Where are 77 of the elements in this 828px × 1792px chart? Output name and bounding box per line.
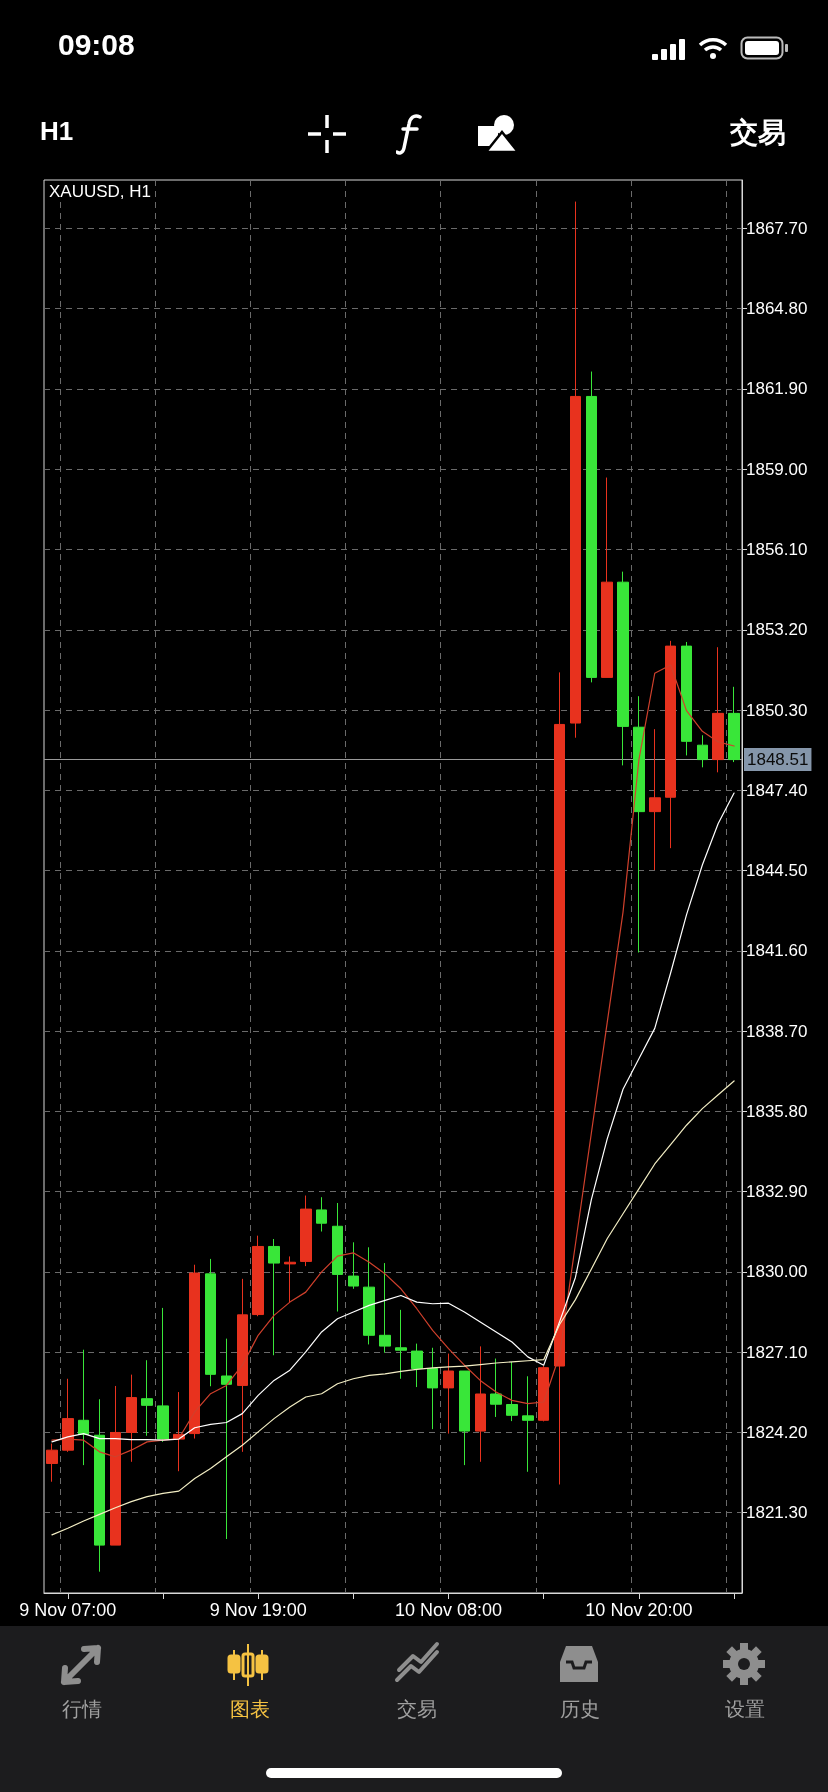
candlestick — [268, 1238, 280, 1356]
candlestick — [443, 1353, 454, 1435]
y-tick-label: 1850.30 — [746, 700, 808, 720]
candlestick — [94, 1398, 105, 1573]
x-tick-label: 10 Nov 08:00 — [394, 1600, 503, 1620]
candlestick — [395, 1309, 407, 1380]
text: H1 — [40, 116, 74, 147]
text: 交易 — [396, 1697, 438, 1722]
y-tick-label: 1847.40 — [746, 780, 808, 800]
line-series — [51, 664, 735, 1458]
candlestick — [141, 1359, 153, 1437]
candlestick — [475, 1345, 486, 1463]
candlestick — [490, 1358, 502, 1418]
candlestick — [506, 1361, 518, 1422]
candlestick — [459, 1370, 470, 1466]
candlestick — [300, 1195, 312, 1267]
candlestick — [554, 671, 565, 1485]
candlestick — [284, 1255, 296, 1303]
candlestick — [78, 1349, 89, 1466]
text: 设置 — [724, 1697, 766, 1722]
candlestick — [316, 1196, 327, 1233]
candlestick — [157, 1307, 169, 1443]
candlestick — [221, 1338, 232, 1540]
candlestick — [126, 1374, 137, 1463]
y-tick-label: 1835.80 — [746, 1101, 808, 1121]
candlestick — [728, 686, 740, 763]
y-tick-label: 1867.70 — [746, 218, 808, 238]
candlestick — [633, 695, 645, 954]
candlestick — [665, 640, 676, 849]
candlestick — [332, 1202, 343, 1313]
candlestick — [538, 1365, 549, 1422]
candlestick — [601, 477, 613, 678]
candlestick — [110, 1385, 121, 1546]
y-tick-label: 1827.10 — [746, 1342, 808, 1362]
candlestick — [363, 1246, 375, 1345]
candlestick — [379, 1262, 391, 1354]
candlestick — [617, 571, 629, 766]
ref-line-label: 1848.51 — [747, 750, 809, 770]
candlestick — [411, 1343, 423, 1388]
y-tick-label: 1861.90 — [746, 379, 808, 399]
y-tick-label: 1853.20 — [746, 620, 808, 640]
candlestick — [205, 1258, 216, 1387]
candlestick — [189, 1264, 200, 1440]
y-tick-label: 1859.00 — [746, 459, 808, 479]
y-tick-label: 1830.00 — [746, 1262, 808, 1282]
line-series — [51, 792, 735, 1443]
candlestick — [348, 1241, 359, 1290]
candlestick — [46, 1443, 58, 1483]
y-tick-label: 1864.80 — [746, 299, 808, 319]
y-tick-label: 1838.70 — [746, 1021, 808, 1041]
y-tick-label: 1841.60 — [746, 941, 808, 961]
candlestick — [427, 1347, 438, 1430]
y-tick-label: 1844.50 — [746, 861, 808, 881]
candlestick — [586, 371, 597, 683]
line-series — [51, 1080, 735, 1536]
text: 09:08 — [58, 28, 135, 62]
text: 交易 — [730, 116, 786, 150]
candlestick — [570, 201, 581, 739]
text: 图表 — [229, 1697, 271, 1722]
candlestick — [649, 728, 661, 871]
candlestick — [252, 1235, 264, 1317]
text: 历史 — [559, 1697, 601, 1722]
candlestick — [697, 734, 708, 768]
text: 行情 — [61, 1697, 103, 1722]
chart-title: XAUUSD, H1 — [49, 182, 152, 201]
candlestick — [237, 1278, 248, 1453]
candlestick — [681, 641, 692, 756]
candlestick — [522, 1375, 534, 1473]
y-tick-label: 1824.20 — [746, 1422, 808, 1442]
x-tick-label: 9 Nov 07:00 — [19, 1600, 117, 1620]
candlestick — [712, 646, 724, 773]
y-tick-label: 1832.90 — [746, 1182, 808, 1202]
y-tick-label: 1821.30 — [746, 1503, 808, 1523]
y-tick-label: 1856.10 — [746, 540, 808, 560]
x-tick-label: 10 Nov 20:00 — [585, 1600, 693, 1620]
x-tick-label: 9 Nov 19:00 — [209, 1600, 307, 1620]
candlestick — [62, 1378, 74, 1453]
